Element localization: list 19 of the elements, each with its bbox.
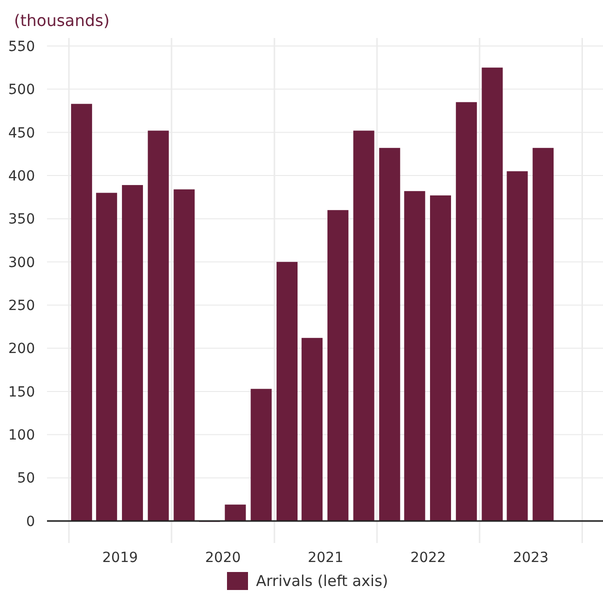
y-tick-label: 250 (8, 298, 35, 314)
y-tick-label: 350 (8, 212, 35, 228)
x-tick-label: 2023 (512, 550, 549, 566)
x-tick-label: 2019 (102, 550, 138, 566)
y-tick-label: 150 (8, 384, 35, 400)
y-tick-label: 100 (8, 428, 35, 444)
x-tick-label: 2022 (410, 550, 446, 566)
y-tick-label: 300 (8, 254, 35, 271)
legend-label: Arrivals (left axis) (256, 572, 388, 590)
y-tick-label: 450 (8, 125, 35, 142)
y-tick-label: 400 (8, 168, 35, 184)
x-tick-label: 2020 (205, 550, 241, 566)
y-tick-label: 500 (8, 82, 35, 98)
y-tick-label: 200 (8, 341, 35, 358)
y-tick-label: 550 (8, 38, 35, 55)
y-tick-label: 50 (17, 470, 35, 487)
y-tick-label: 0 (26, 514, 35, 530)
x-tick-label: 2021 (308, 550, 344, 566)
y-axis-title: (thousands) (14, 11, 110, 30)
